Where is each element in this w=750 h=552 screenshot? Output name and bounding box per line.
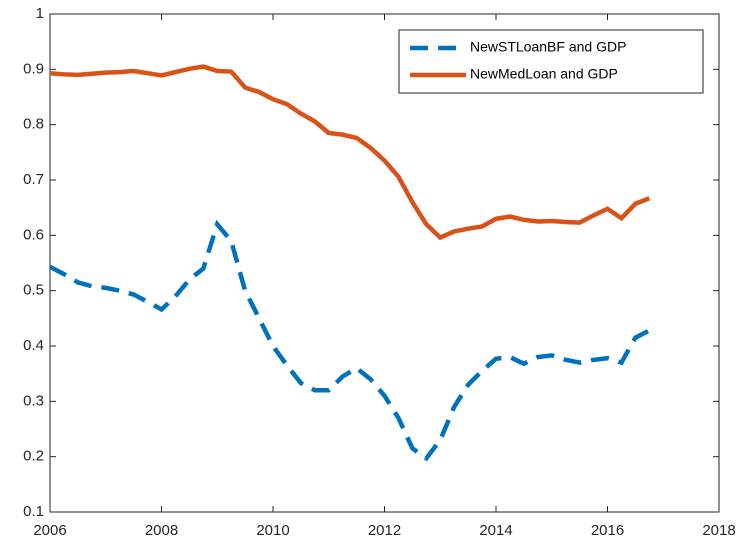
legend-label: NewMedLoan and GDP (470, 66, 618, 82)
legend-label: NewSTLoanBF and GDP (470, 39, 626, 55)
y-tick-label: 0.1 (23, 503, 44, 520)
x-tick-label: 2016 (591, 522, 624, 539)
y-tick-label: 0.9 (23, 60, 44, 77)
x-tick-label: 2008 (145, 522, 178, 539)
legend-box (398, 29, 704, 94)
x-tick-label: 2006 (33, 522, 66, 539)
y-tick-label: 0.2 (23, 448, 44, 465)
y-tick-label: 0.5 (23, 282, 44, 299)
y-tick-label: 0.3 (23, 392, 44, 409)
legend: NewSTLoanBF and GDP NewMedLoan and GDP (398, 29, 704, 94)
x-tick-label: 2014 (479, 522, 512, 539)
plot-area (49, 13, 720, 513)
series-line (48, 219, 651, 462)
y-tick-label: 1 (36, 5, 44, 22)
y-tick-label: 0.6 (23, 226, 44, 243)
x-tick-label: 2012 (368, 522, 401, 539)
y-tick-label: 0.4 (23, 337, 44, 354)
y-tick-label: 0.7 (23, 171, 44, 188)
x-tick-label: 2018 (702, 522, 735, 539)
series-line (49, 64, 651, 241)
x-tick-label: 2010 (256, 522, 289, 539)
y-tick-label: 0.8 (23, 116, 44, 133)
